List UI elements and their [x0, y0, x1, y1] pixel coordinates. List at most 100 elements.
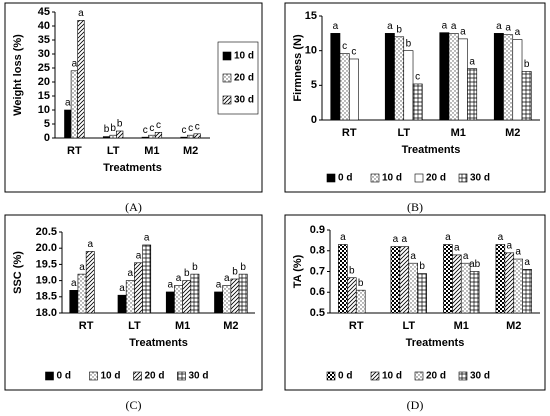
bar [412, 83, 423, 121]
y-axis-label: Weight loss (%) [12, 34, 24, 116]
significance-letter: a [505, 22, 511, 33]
legend-swatch [89, 371, 98, 381]
legend-swatch [222, 73, 232, 83]
significance-letter: a [469, 56, 475, 67]
y-tick-label: 0.9 [310, 224, 325, 236]
bar [408, 262, 418, 314]
significance-letter: b [240, 262, 246, 273]
y-tick-label: 15 [305, 10, 317, 22]
significance-letter: a [224, 273, 230, 284]
y-tick-label: 20.5 [36, 226, 57, 238]
caption: (C) [126, 398, 142, 412]
y-tick-label: 0.5 [310, 307, 325, 319]
significance-letter: b [349, 265, 355, 276]
bar [439, 32, 450, 121]
bar [522, 269, 532, 314]
x-tick-label: RT [79, 320, 94, 332]
caption: (B) [407, 200, 423, 214]
bar [230, 278, 240, 314]
bar [238, 273, 248, 314]
bar [187, 134, 195, 139]
x-tick-label: M2 [506, 320, 521, 332]
bar [142, 244, 152, 314]
bar [117, 294, 127, 314]
legend-label: 30 d [470, 173, 490, 184]
significance-letter: a [387, 21, 393, 32]
significance-letter: c [415, 72, 420, 83]
significance-letter: b [117, 119, 123, 130]
significance-letter: c [182, 125, 187, 136]
legend-swatch [326, 371, 336, 381]
legend-swatch [222, 95, 232, 105]
y-tick-label: 35 [38, 34, 50, 46]
legend-swatch [458, 371, 468, 381]
significance-letter: a [445, 232, 451, 243]
x-tick-label: M2 [183, 145, 198, 157]
significance-letter: a [451, 21, 457, 32]
significance-letter: a [333, 21, 339, 32]
significance-letter: a [216, 280, 222, 291]
y-axis-label: TA (%) [292, 254, 304, 288]
panel-frame [4, 2, 263, 193]
legend-swatch [177, 371, 186, 381]
significance-letter: a [393, 234, 399, 245]
y-tick-label: 40 [38, 20, 50, 32]
y-tick-label: 10 [38, 104, 50, 116]
y-tick-label: 15 [38, 90, 50, 102]
significance-letter: b [406, 38, 412, 49]
bar [141, 136, 149, 139]
y-tick-label: 5 [311, 79, 317, 91]
significance-letter: a [144, 233, 150, 244]
x-tick-label: M1 [175, 320, 190, 332]
bar [417, 273, 427, 314]
bar [394, 36, 405, 121]
significance-letter: a [442, 20, 448, 31]
y-tick-label: 0.7 [310, 265, 325, 277]
x-tick-label: LT [402, 320, 415, 332]
legend-label: 10 d [382, 173, 402, 184]
y-axis-label: SSC (%) [12, 251, 24, 294]
significance-letter: a [496, 21, 502, 32]
x-axis-label: Treatments [103, 162, 162, 174]
significance-letter: b [184, 268, 190, 279]
bar [443, 244, 453, 314]
bar [125, 280, 135, 314]
significance-letter: a [168, 280, 174, 291]
legend-label: 30 d [470, 371, 490, 382]
y-tick-label: 25 [38, 62, 50, 74]
legend-swatch [414, 173, 424, 183]
y-tick-label: 20 [38, 76, 50, 88]
significance-letter: a [515, 27, 521, 38]
y-tick-label: 5 [44, 118, 50, 130]
legend-label: 20 d [234, 73, 254, 84]
significance-letter: a [524, 257, 530, 268]
y-tick-label: 10 [305, 45, 317, 57]
bar [469, 271, 480, 314]
significance-letter: a [71, 278, 77, 289]
caption: (D) [407, 398, 424, 412]
bar [384, 33, 395, 121]
y-tick-label: 18.5 [36, 291, 57, 303]
x-tick-label: M1 [451, 127, 466, 139]
panel-frame [4, 214, 263, 391]
bar [339, 53, 350, 121]
bar [513, 258, 523, 314]
bar [512, 39, 523, 121]
x-axis-label: Treatments [402, 144, 461, 156]
legend-label: 10 d [101, 371, 121, 382]
bar [467, 68, 478, 121]
legend-label: 0 d [57, 371, 71, 382]
bar [493, 33, 504, 121]
bar [70, 70, 78, 139]
x-tick-label: RT [67, 145, 82, 157]
x-tick-label: LT [107, 145, 120, 157]
bar [503, 34, 514, 121]
significance-letter: a [87, 239, 93, 250]
bar [77, 273, 87, 314]
x-tick-label: M2 [505, 127, 520, 139]
x-tick-label: RT [349, 320, 364, 332]
bar [452, 254, 462, 314]
bar [154, 132, 163, 139]
significance-letter: b [419, 261, 425, 272]
bar [347, 277, 357, 314]
